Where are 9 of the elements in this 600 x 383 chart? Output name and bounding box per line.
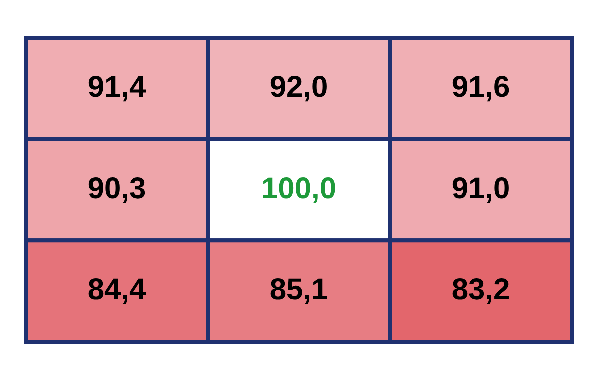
data-label: 92,0 — [270, 70, 328, 104]
data-label: 91,4 — [88, 70, 147, 104]
data-label: 100,0 — [261, 172, 337, 206]
data-label: 91,0 — [452, 172, 510, 206]
data-label: 90,3 — [88, 172, 146, 206]
data-label: 83,2 — [452, 274, 510, 307]
data-label: 84,4 — [88, 274, 147, 307]
data-label: 85,1 — [270, 274, 328, 307]
data-label: 91,6 — [452, 70, 510, 104]
